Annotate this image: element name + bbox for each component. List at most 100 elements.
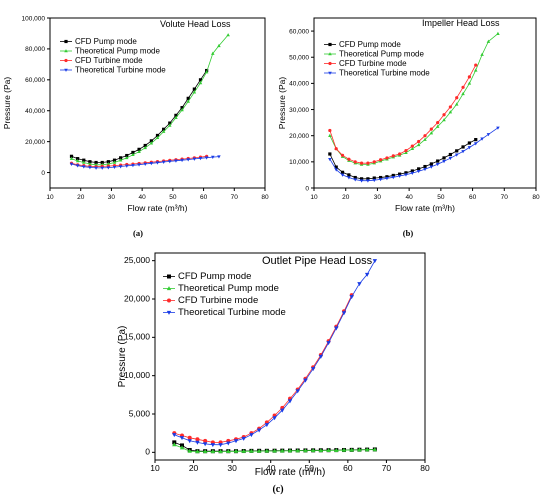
data-point	[192, 90, 197, 94]
data-point	[180, 108, 184, 112]
y-tick-label: 5,000	[129, 408, 151, 418]
data-point	[398, 172, 402, 176]
plot-frame	[49, 17, 266, 189]
legend-label: CFD Turbine mode	[339, 59, 407, 68]
series-cfd-pump-mode	[69, 68, 209, 165]
chart-volute-head-loss: 10 20 30 40 50 60 70 80 0 20,000 40,000 60,000 80,00…	[2, 15, 269, 238]
plot-frame	[313, 17, 537, 189]
data-point	[155, 161, 160, 165]
data-point	[119, 156, 123, 160]
data-point	[125, 153, 129, 158]
data-point	[155, 135, 160, 140]
data-point	[310, 448, 316, 453]
y-axis-label: Pressure (Pa)	[277, 77, 287, 130]
data-point	[318, 354, 324, 359]
legend-marker	[167, 274, 171, 279]
data-point	[192, 87, 196, 91]
data-point	[211, 51, 215, 55]
series-theoretical-pump-mode	[172, 442, 378, 454]
data-point	[423, 137, 427, 141]
data-point	[187, 448, 192, 453]
data-point	[131, 164, 135, 168]
data-point	[340, 153, 345, 157]
chart-title: Impeller Head Loss	[422, 18, 500, 28]
data-point	[326, 448, 331, 453]
series-theoretical-turbine-mode	[172, 259, 378, 448]
data-point	[211, 155, 215, 160]
data-point	[174, 159, 178, 163]
x-tick-label: 30	[227, 463, 237, 473]
data-point	[454, 102, 459, 106]
y-tick-label: 0	[305, 185, 309, 192]
data-point	[410, 146, 415, 151]
data-point	[334, 168, 338, 172]
data-point	[448, 110, 453, 114]
data-point	[303, 448, 308, 453]
data-point	[241, 436, 246, 441]
panel-label: (a)	[133, 228, 143, 238]
data-point	[423, 134, 427, 138]
data-point	[137, 149, 141, 153]
data-point	[143, 143, 147, 148]
data-point	[347, 157, 351, 161]
data-point	[112, 160, 117, 164]
data-point	[366, 179, 370, 183]
data-point	[161, 129, 166, 133]
series-cfd-pump-mode	[328, 138, 478, 181]
x-tick-label: 80	[420, 463, 430, 473]
x-tick-label: 10	[150, 463, 160, 473]
data-point	[372, 259, 378, 264]
data-point	[186, 99, 190, 103]
x-tick-label: 70	[382, 463, 392, 473]
data-point	[210, 449, 216, 454]
data-point	[100, 166, 104, 170]
data-point	[347, 173, 351, 177]
legend-label: Theoretical Pump mode	[178, 283, 279, 294]
data-point	[272, 448, 277, 453]
data-point	[310, 367, 316, 372]
data-point	[379, 158, 383, 162]
x-tick-label: 20	[342, 194, 350, 201]
data-point	[328, 152, 332, 156]
data-point	[155, 133, 160, 138]
x-axis-label: Flow rate (m³/h)	[128, 203, 188, 213]
data-point	[187, 439, 192, 444]
data-point	[353, 175, 357, 180]
data-point	[372, 447, 378, 452]
data-point	[149, 139, 153, 143]
data-point	[410, 144, 414, 148]
data-point	[112, 165, 117, 170]
data-point	[280, 408, 285, 413]
data-point	[372, 160, 376, 164]
data-point	[318, 448, 324, 453]
data-point	[195, 449, 200, 454]
data-point	[486, 39, 491, 43]
y-tick-label: 10,000	[124, 370, 150, 380]
x-tick-label: 50	[437, 194, 445, 201]
data-point	[179, 436, 185, 441]
data-point	[82, 158, 86, 162]
data-point	[198, 78, 203, 82]
x-tick-label: 20	[189, 463, 199, 473]
data-point	[106, 162, 111, 166]
x-tick-label: 60	[343, 463, 353, 473]
data-point	[379, 175, 383, 180]
data-point	[429, 131, 434, 135]
data-point	[125, 155, 129, 160]
data-point	[226, 449, 231, 454]
y-tick-label: 50,000	[289, 55, 309, 62]
x-tick-label: 50	[169, 194, 177, 201]
data-point	[435, 162, 440, 167]
data-point	[340, 173, 345, 177]
data-point	[168, 121, 172, 125]
legend-label: CFD Turbine mode	[178, 295, 258, 306]
data-point	[436, 159, 440, 163]
data-point	[174, 115, 178, 119]
y-tick-label: 80,000	[25, 46, 45, 53]
data-point	[385, 156, 389, 160]
x-tick-label: 60	[200, 194, 208, 201]
data-point	[186, 96, 190, 100]
data-point	[287, 399, 293, 404]
data-point	[149, 161, 154, 166]
